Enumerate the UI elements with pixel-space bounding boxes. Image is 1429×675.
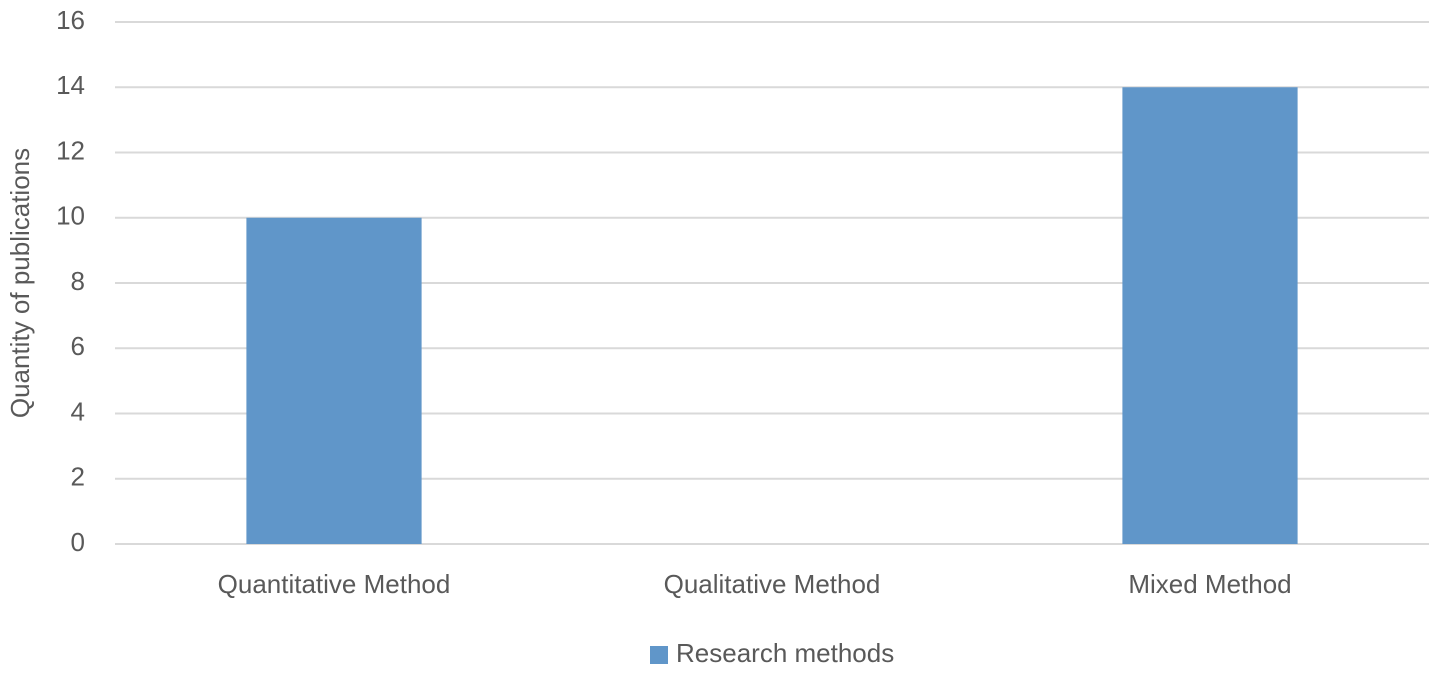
y-tick-label: 14: [56, 70, 85, 100]
x-tick-label: Mixed Method: [1128, 569, 1291, 599]
bar: [246, 217, 422, 544]
y-tick-label: 0: [71, 527, 85, 557]
legend-swatch: [650, 646, 668, 664]
y-tick-label: 10: [56, 201, 85, 231]
x-tick-label: Qualitative Method: [664, 569, 881, 599]
bar: [1122, 87, 1298, 544]
y-tick-label: 8: [71, 266, 85, 296]
y-axis-label: Quantity of publications: [5, 148, 35, 418]
y-tick-label: 4: [71, 396, 85, 426]
y-tick-label: 12: [56, 135, 85, 165]
y-tick-label: 16: [56, 5, 85, 35]
y-tick-label: 2: [71, 462, 85, 492]
x-tick-label: Quantitative Method: [218, 569, 451, 599]
legend-label: Research methods: [676, 638, 894, 668]
y-tick-label: 6: [71, 331, 85, 361]
